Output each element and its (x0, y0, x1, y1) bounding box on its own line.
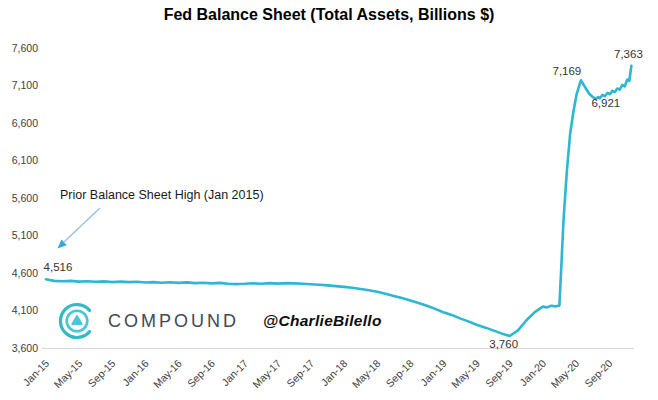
compound-logo-icon (57, 301, 97, 341)
svg-text:May-16: May-16 (151, 357, 184, 390)
svg-text:May-17: May-17 (250, 357, 283, 390)
svg-text:Jan-20: Jan-20 (517, 357, 548, 388)
annotation-arrow (58, 208, 101, 249)
svg-text:5,100: 5,100 (12, 229, 38, 241)
svg-text:Jan-19: Jan-19 (418, 357, 449, 388)
svg-text:Jan-17: Jan-17 (219, 357, 250, 388)
y-axis-labels: 3,600 4,100 4,600 5,100 5,600 6,100 6,600 7,100… (12, 42, 38, 354)
svg-text:May-15: May-15 (51, 357, 84, 390)
svg-text:Sep-18: Sep-18 (383, 357, 416, 390)
svg-text:Sep-16: Sep-16 (185, 357, 218, 390)
svg-text:3,600: 3,600 (12, 342, 38, 354)
svg-text:Sep-19: Sep-19 (483, 357, 516, 390)
svg-text:5,600: 5,600 (12, 192, 38, 204)
svg-text:May-18: May-18 (349, 357, 382, 390)
svg-text:Sep-17: Sep-17 (284, 357, 317, 390)
point-label: 3,760 (489, 338, 518, 350)
svg-text:4,100: 4,100 (12, 304, 38, 316)
compound-wordmark: COMPOUND (108, 311, 239, 332)
svg-text:7,100: 7,100 (12, 79, 38, 91)
svg-text:May-19: May-19 (449, 357, 482, 390)
point-label: 4,516 (44, 261, 73, 273)
chart-canvas: Fed Balance Sheet (Total Assets, Billion… (0, 0, 658, 400)
svg-text:6,100: 6,100 (12, 154, 38, 166)
point-label: 7,363 (614, 48, 643, 60)
svg-text:Jan-15: Jan-15 (20, 357, 51, 388)
svg-text:4,600: 4,600 (12, 267, 38, 279)
point-label: 7,169 (552, 65, 581, 77)
svg-text:Sep-15: Sep-15 (85, 357, 118, 390)
x-axis-labels: Jan-15May-15Sep-15Jan-16May-16Sep-16Jan-… (20, 357, 614, 390)
annotation-prior-high: Prior Balance Sheet High (Jan 2015) (60, 188, 264, 202)
svg-text:May-20: May-20 (548, 357, 581, 390)
twitter-handle: @CharlieBilello (263, 312, 382, 330)
svg-text:Jan-18: Jan-18 (318, 357, 349, 388)
svg-text:Jan-16: Jan-16 (120, 357, 151, 388)
brand-row: COMPOUND @CharlieBilello (57, 301, 382, 341)
svg-text:Sep-20: Sep-20 (582, 357, 615, 390)
point-label: 6,921 (591, 97, 620, 109)
svg-text:6,600: 6,600 (12, 117, 38, 129)
svg-text:7,600: 7,600 (12, 42, 38, 54)
